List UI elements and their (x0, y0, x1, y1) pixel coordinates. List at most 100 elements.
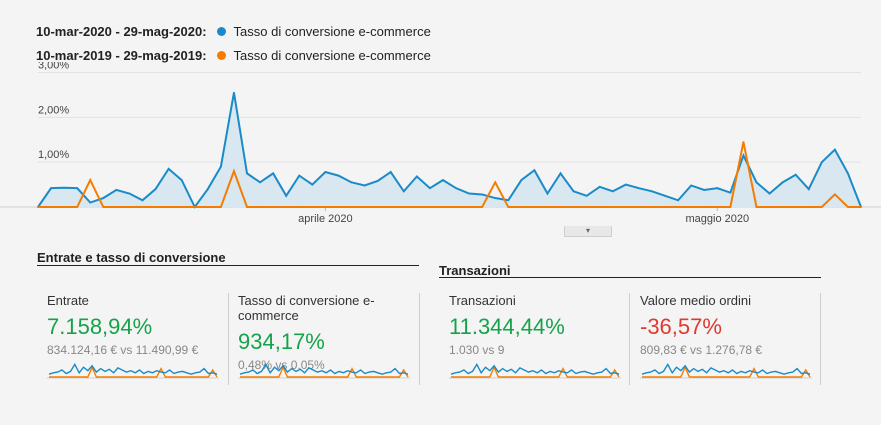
y-tick-label: 3,00% (38, 62, 69, 71)
card-conversion-rate[interactable]: Tasso di conversione e-commerce 934,17% … (238, 293, 418, 385)
series-previous-point (755, 206, 758, 208)
series-current-point (611, 190, 614, 193)
series-previous-point (154, 206, 157, 208)
card-separator (820, 293, 821, 385)
x-month-label: maggio 2020 (685, 213, 749, 225)
series-previous-point (219, 206, 222, 208)
card-label: Entrate (47, 293, 89, 308)
series-current-point (833, 148, 836, 151)
card-delta: 7.158,94% (47, 314, 153, 339)
series-previous-point (285, 206, 288, 208)
y-tick-label: 1,00% (38, 149, 69, 161)
series-previous-point (272, 206, 275, 208)
series-current-point (468, 192, 470, 195)
series-previous-point (311, 206, 314, 208)
sparkline-previous (240, 365, 409, 378)
series-current-point (559, 172, 562, 175)
sparkline-current (641, 362, 811, 375)
series-previous-point (76, 206, 79, 208)
series-previous-point (611, 206, 614, 208)
series-current-point (337, 174, 340, 177)
series-previous-point (141, 206, 144, 208)
series-previous-point (794, 206, 797, 208)
series-current-point (102, 197, 105, 199)
series-previous-point (494, 181, 497, 184)
series-current-area (38, 92, 861, 207)
series-current-point (781, 181, 784, 184)
legend-previous-range: 10-mar-2019 - 29-mag-2019: (36, 47, 207, 63)
card-label: Tasso di conversione e-commerce (238, 293, 375, 323)
series-previous-point (664, 206, 666, 208)
card-sparkline (47, 362, 219, 379)
series-previous-point (690, 206, 693, 208)
series-previous-point (376, 206, 379, 208)
series-previous-point (389, 206, 392, 208)
main-line-chart[interactable]: 3,00% 2,00% 1,00% aprile 2020 maggio 2020 (0, 62, 881, 230)
series-current-point (311, 183, 314, 186)
series-previous-line (38, 141, 861, 208)
series-current-point (585, 194, 588, 197)
series-previous-point (102, 206, 105, 208)
series-current-point (546, 192, 549, 195)
legend-previous-dot (216, 50, 226, 60)
group-title-transactions: Transazioni (439, 263, 511, 278)
card-avg-order-value[interactable]: Valore medio ordini -36,57% 809,83 € vs … (640, 293, 820, 385)
card-sparkline (449, 362, 621, 379)
series-current-point (703, 189, 706, 191)
sparkline-current (48, 362, 218, 375)
series-current-point (820, 161, 823, 164)
series-previous-point (598, 206, 601, 208)
series-previous-point (402, 206, 405, 208)
chart-expand-handle[interactable]: ▾ (564, 226, 612, 237)
series-previous-point (298, 206, 301, 208)
series-previous-point (468, 206, 470, 208)
card-revenue[interactable]: Entrate 7.158,94% 834.124,16 € vs 11.490… (47, 293, 227, 385)
x-month-label: aprile 2020 (298, 213, 352, 225)
series-current-point (690, 184, 693, 187)
sparkline-previous (642, 365, 811, 378)
series-current-point (115, 189, 118, 191)
series-previous-point (455, 206, 457, 208)
series-current-point (219, 165, 222, 168)
series-current-point (638, 187, 640, 190)
legend-current: 10-mar-2020 - 29-mag-2020: Tasso di conv… (36, 22, 431, 40)
sparkline-previous (451, 365, 620, 378)
series-current-point (389, 171, 392, 173)
series-current-point (259, 181, 261, 184)
series-current-point (729, 191, 732, 194)
series-current-point (442, 179, 444, 181)
series-previous-point (546, 206, 549, 208)
series-previous-point (350, 206, 353, 208)
series-previous-point (807, 206, 810, 208)
series-current-point (794, 173, 797, 176)
card-separator (629, 293, 630, 385)
series-previous-point (481, 206, 484, 208)
legend-current-dot (216, 26, 226, 36)
series-current-point (363, 184, 366, 187)
series-current-point (429, 187, 431, 190)
series-current-point (533, 169, 536, 172)
series-current-point (624, 183, 627, 186)
series-current-point (128, 192, 131, 195)
series-previous-point (820, 206, 823, 208)
series-current-point (415, 175, 418, 178)
series-current-point (716, 187, 719, 190)
series-current-point (76, 187, 79, 190)
series-previous-point (833, 193, 836, 196)
series-previous-point (651, 206, 653, 208)
card-delta: 934,17% (238, 329, 325, 354)
card-transactions[interactable]: Transazioni 11.344,44% 1.030 vs 9 (449, 293, 629, 385)
series-current-point (167, 167, 170, 170)
series-current-point (324, 171, 327, 173)
y-tick-label: 2,00% (38, 104, 69, 116)
series-current-point (494, 197, 497, 199)
series-current-point (572, 190, 575, 193)
series-current-point (350, 181, 353, 184)
series-current-point (742, 154, 745, 157)
series-current-point (206, 188, 209, 190)
series-previous-point (63, 206, 66, 208)
series-current-point (664, 194, 666, 197)
series-previous-point (860, 206, 862, 208)
series-previous-point (50, 206, 52, 208)
card-sparkline (640, 362, 812, 379)
